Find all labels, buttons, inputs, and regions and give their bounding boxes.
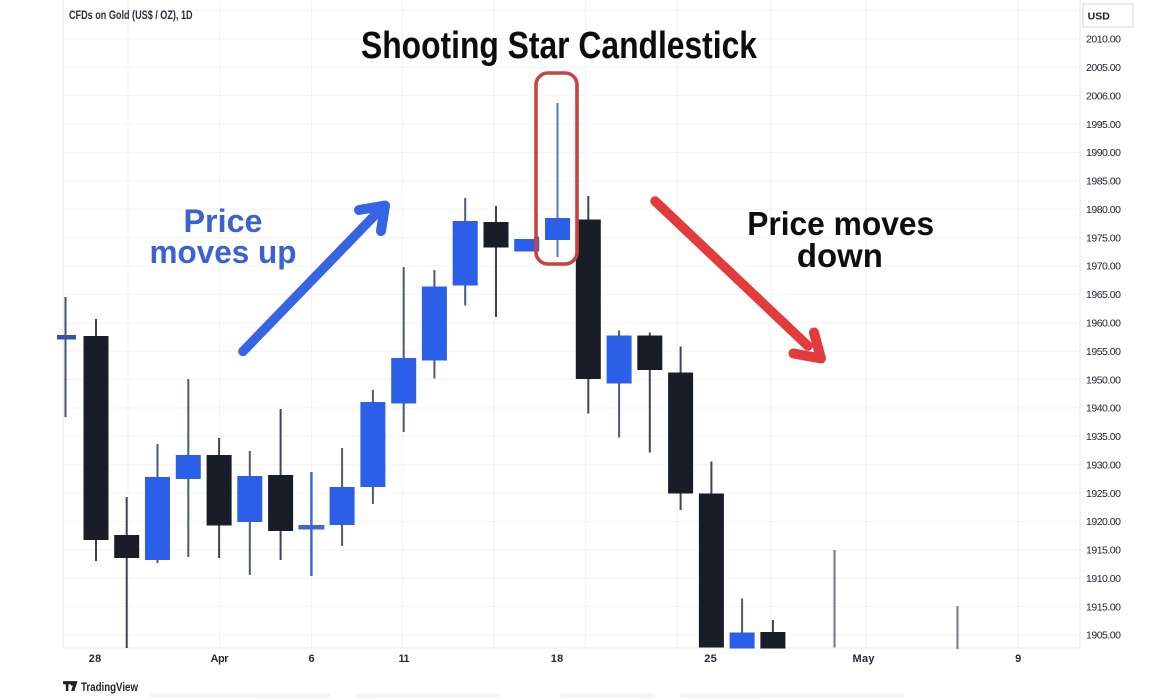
svg-text:Price: Price [184, 203, 263, 239]
svg-text:Apr: Apr [211, 653, 230, 665]
svg-text:1970.00: 1970.00 [1086, 261, 1121, 273]
svg-text:1905.00: 1905.00 [1086, 630, 1121, 642]
svg-text:moves up: moves up [150, 234, 297, 270]
svg-text:9: 9 [1015, 653, 1021, 665]
svg-text:25: 25 [704, 653, 717, 665]
svg-text:1925.00: 1925.00 [1086, 488, 1121, 500]
svg-text:1985.00: 1985.00 [1086, 176, 1121, 188]
svg-text:CFDs on Gold (US$ / OZ), 1D: CFDs on Gold (US$ / OZ), 1D [69, 10, 193, 22]
svg-text:18: 18 [551, 653, 564, 665]
svg-text:6: 6 [308, 653, 314, 665]
svg-text:11: 11 [399, 653, 410, 665]
svg-text:Price moves: Price moves [747, 205, 934, 242]
svg-text:1915.00: 1915.00 [1086, 545, 1121, 557]
svg-text:1955.00: 1955.00 [1086, 346, 1121, 358]
svg-text:TradingView: TradingView [81, 680, 139, 694]
svg-text:1975.00: 1975.00 [1086, 232, 1121, 244]
svg-text:1965.00: 1965.00 [1086, 289, 1121, 301]
svg-text:1960.00: 1960.00 [1086, 318, 1121, 330]
svg-text:1940.00: 1940.00 [1086, 403, 1121, 415]
svg-text:1990.00: 1990.00 [1086, 147, 1121, 159]
svg-text:1915.00: 1915.00 [1086, 601, 1121, 613]
svg-text:2006.00: 2006.00 [1086, 91, 1121, 103]
svg-text:May: May [853, 653, 876, 665]
svg-text:1980.00: 1980.00 [1086, 204, 1121, 216]
svg-text:1950.00: 1950.00 [1086, 374, 1121, 386]
svg-text:1910.00: 1910.00 [1086, 573, 1121, 585]
svg-text:1930.00: 1930.00 [1086, 459, 1121, 471]
svg-text:1920.00: 1920.00 [1086, 516, 1121, 528]
svg-text:2005.00: 2005.00 [1086, 62, 1121, 74]
svg-text:2010.00: 2010.00 [1086, 34, 1121, 46]
svg-text:down: down [797, 237, 883, 274]
svg-text:Shooting Star Candlestick: Shooting Star Candlestick [361, 25, 758, 67]
svg-text:28: 28 [89, 653, 102, 665]
svg-text:1995.00: 1995.00 [1086, 119, 1121, 131]
svg-text:USD: USD [1088, 11, 1111, 23]
svg-text:1935.00: 1935.00 [1086, 431, 1121, 443]
